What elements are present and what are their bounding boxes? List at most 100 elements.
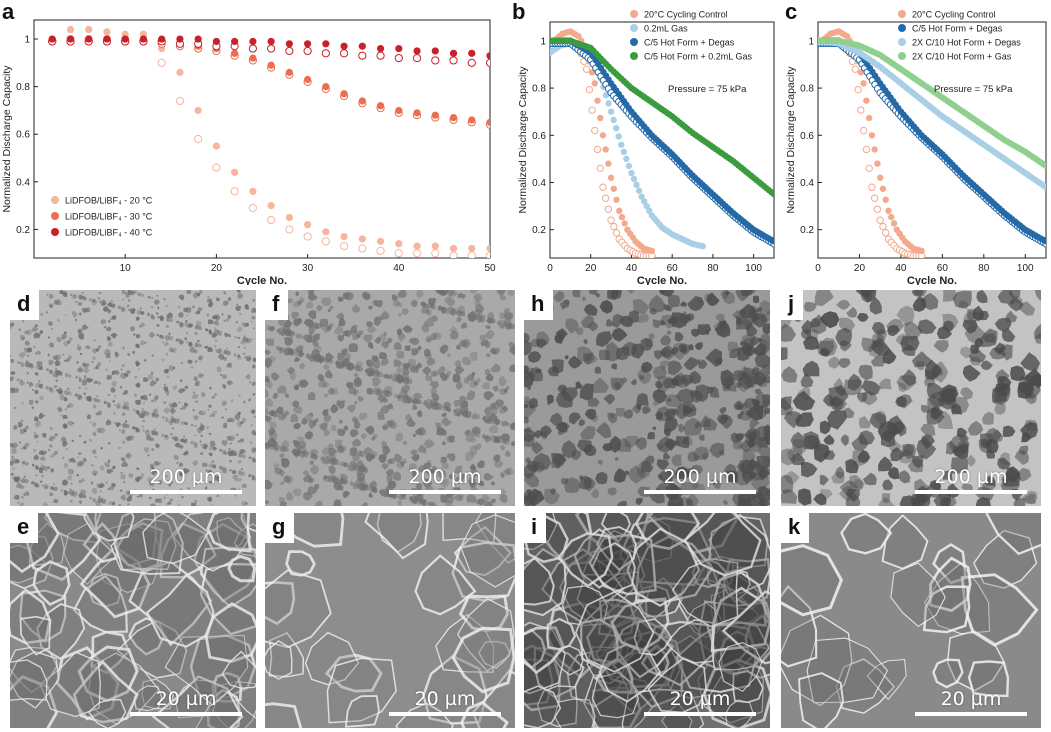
y-tick-label-c: 0.6 xyxy=(800,131,814,142)
data-point-open-a-2 xyxy=(321,49,330,58)
data-point-open-a-0 xyxy=(248,203,257,213)
data-point-a-0 xyxy=(267,202,275,210)
data-point-a-1 xyxy=(340,90,348,98)
sem-image-e: e 20 µm xyxy=(10,513,256,728)
data-point-b-1 xyxy=(620,148,628,155)
scale-line-h xyxy=(644,490,756,494)
panel-label-f: f xyxy=(265,290,289,320)
data-point-b-1 xyxy=(612,125,620,132)
data-point-a-2 xyxy=(486,52,490,60)
y-axis-label-c: Normalized Discharge Capacity xyxy=(785,66,797,214)
panel-label-b: b xyxy=(512,0,526,24)
data-point-c-0 xyxy=(890,220,898,227)
scale-line-j xyxy=(915,490,1027,494)
legend-label-a-1: LiDFOB/LiBF₄ - 30 °C xyxy=(65,212,153,222)
data-point-open-b-0 xyxy=(596,164,604,173)
data-point-a-0 xyxy=(486,244,490,253)
data-point-a-1 xyxy=(486,118,490,126)
data-point-c-0 xyxy=(874,160,881,167)
plot-area-a xyxy=(48,25,490,258)
scale-bar-j: 200 µm xyxy=(915,466,1027,494)
data-point-open-a-2 xyxy=(467,58,476,67)
data-point-c-0 xyxy=(843,32,851,40)
data-point-b-0 xyxy=(602,146,609,153)
data-point-b-0 xyxy=(621,220,628,227)
plot-frame-b xyxy=(549,21,775,259)
x-tick-label-a: 20 xyxy=(211,263,223,274)
data-point-open-b-0 xyxy=(604,205,613,213)
data-point-a-2 xyxy=(413,47,421,55)
data-point-a-1 xyxy=(285,68,293,76)
data-point-b-0 xyxy=(597,114,604,122)
data-point-a-0 xyxy=(358,235,366,243)
legend-label-b-3: C/5 Hot Form + 0.2mL Gas xyxy=(644,52,752,62)
data-point-open-a-0 xyxy=(376,246,385,255)
y-tick-label-a: 0.4 xyxy=(16,177,30,188)
data-point-a-0 xyxy=(176,68,184,76)
data-point-b-1 xyxy=(610,116,617,124)
x-tick-label-c: 80 xyxy=(978,263,990,274)
data-point-b-1 xyxy=(625,162,633,170)
data-point-a-2 xyxy=(449,49,458,57)
legend-label-b-1: 0.2mL Gas xyxy=(644,24,688,34)
data-point-b-1 xyxy=(623,155,630,163)
y-tick-label-a: 0.8 xyxy=(16,82,30,93)
data-point-a-2 xyxy=(395,44,403,53)
data-point-open-c-0 xyxy=(865,164,873,173)
sem-texture-h xyxy=(524,290,770,506)
data-point-open-a-0 xyxy=(194,134,203,144)
data-point-open-c-0 xyxy=(851,65,860,73)
data-point-open-b-0 xyxy=(582,65,591,73)
data-point-b-0 xyxy=(605,160,612,167)
data-point-a-1 xyxy=(449,113,458,122)
x-tick-label-b: 0 xyxy=(547,263,553,274)
scale-bar-f: 200 µm xyxy=(389,466,501,494)
x-axis-label-b: Cycle No. xyxy=(637,275,687,285)
panel-label-k: k xyxy=(781,513,810,543)
data-point-a-0 xyxy=(395,240,403,248)
x-tick-label-b: 40 xyxy=(626,263,638,274)
legend-marker-b-3 xyxy=(630,52,638,60)
data-point-b-1 xyxy=(633,181,640,189)
data-point-open-a-0 xyxy=(230,187,239,196)
data-point-a-0 xyxy=(249,187,257,195)
data-point-a-2 xyxy=(48,35,56,43)
scale-bar-g: 20 µm xyxy=(389,688,501,716)
data-point-open-b-0 xyxy=(593,145,602,154)
chart-b: 0.2 0.4 0.6 0.8 1 0 20 40 60 80 100 Cycle No. Normal… xyxy=(517,10,775,285)
data-point-a-2 xyxy=(267,37,275,46)
y-tick-label-b: 0.4 xyxy=(532,178,546,189)
legend-label-c-1: C/5 Hot Form + Degas xyxy=(912,24,1003,34)
y-tick-label-b: 0.6 xyxy=(532,131,546,142)
data-point-open-a-2 xyxy=(412,53,422,63)
data-point-b-0 xyxy=(616,207,623,214)
sem-image-i: i 20 µm xyxy=(524,513,770,728)
sem-image-d: d 200 µm xyxy=(10,290,256,506)
data-point-open-a-0 xyxy=(412,249,422,258)
data-point-a-0 xyxy=(231,168,239,176)
sem-texture-d xyxy=(10,290,256,506)
sem-texture-g xyxy=(265,513,515,728)
legend-marker-c-0 xyxy=(898,10,906,18)
data-point-b-1 xyxy=(646,207,653,214)
data-point-b-1 xyxy=(628,169,635,177)
data-point-a-2 xyxy=(66,35,75,43)
panel-label-h: h xyxy=(524,290,554,320)
data-point-open-a-0 xyxy=(431,249,440,258)
scale-label-k: 20 µm xyxy=(940,688,1002,710)
legend-label-b-0: 20°C Cycling Control xyxy=(644,10,728,20)
scale-bar-k: 20 µm xyxy=(915,688,1027,716)
data-point-open-a-2 xyxy=(431,56,440,65)
data-point-a-1 xyxy=(231,49,239,57)
x-tick-label-b: 100 xyxy=(745,263,762,274)
data-point-c-0 xyxy=(918,247,925,255)
scale-label-g: 20 µm xyxy=(414,688,476,710)
x-tick-label-c: 0 xyxy=(815,263,821,274)
data-point-b-1 xyxy=(635,187,643,194)
scale-label-i: 20 µm xyxy=(669,688,731,710)
sem-texture-i xyxy=(524,513,770,728)
data-point-b-0 xyxy=(575,32,582,40)
scale-bar-d: 200 µm xyxy=(130,466,242,494)
legend-marker-b-2 xyxy=(630,38,638,46)
